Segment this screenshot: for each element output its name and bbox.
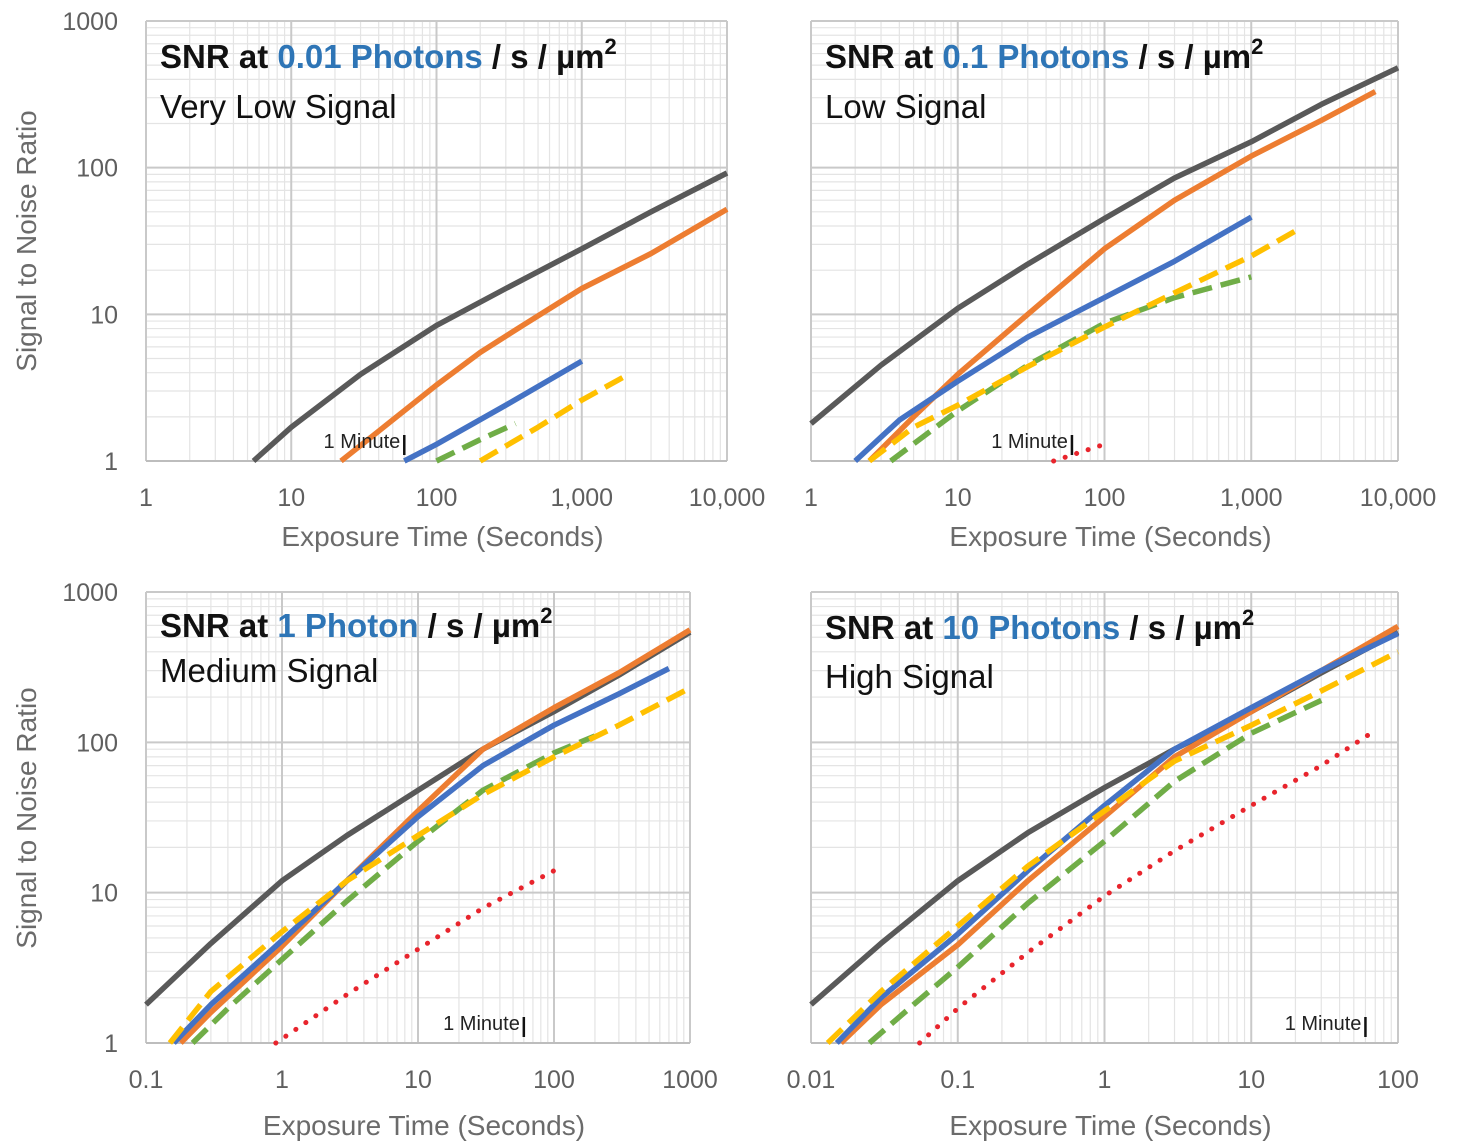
title-superscript: 2 [540, 603, 552, 628]
title-prefix: SNR at [825, 609, 942, 646]
y-tick-label: 100 [76, 155, 118, 183]
series-line-6 [1051, 441, 1107, 464]
title-suffix: / s / µm [1120, 609, 1242, 646]
major-gridlines [145, 591, 691, 1044]
y-tick-label: 1000 [62, 8, 118, 36]
series-line-3 [171, 666, 671, 1045]
series-line-4 [190, 733, 596, 1045]
chart-panel-2: 1 Minute 1 10 100 1,000 10,000 Exposure Time (… [804, 20, 1436, 552]
x-tick-label: 1 [275, 1066, 289, 1094]
x-tick-label: 100 [416, 484, 458, 512]
x-tick-label: 10 [1237, 1066, 1265, 1094]
series-group [809, 624, 1400, 1046]
title-suffix: / s / µm [483, 38, 605, 75]
x-tick-label: 1000 [662, 1066, 718, 1094]
x-tick-label: 1 [1098, 1066, 1112, 1094]
x-tick-label: 0.1 [940, 1066, 975, 1094]
series-line-3 [834, 631, 1400, 1045]
series-group [144, 627, 692, 1046]
series-line-1 [251, 170, 729, 464]
panel-subtitle: Very Low Signal [160, 88, 397, 125]
panel-subtitle: Medium Signal [160, 652, 378, 689]
title-suffix: / s / µm [419, 607, 541, 644]
one-minute-label: 1 Minute [324, 431, 401, 453]
y-axis-label: Signal to Noise Ratio [11, 110, 42, 371]
series-line-3 [403, 358, 584, 464]
series-line-3 [853, 214, 1253, 464]
x-tick-label: 1 [804, 484, 818, 512]
series-line-4 [435, 421, 517, 464]
series-line-4 [889, 274, 1253, 464]
x-tick-label: 1,000 [1220, 484, 1283, 512]
panel-title: SNR at 1 Photon / s / µm2 [160, 603, 553, 644]
title-prefix: SNR at [825, 38, 942, 75]
series-line-6 [917, 727, 1378, 1046]
panel-subtitle: High Signal [825, 658, 994, 695]
panel-title: SNR at 10 Photons / s / µm2 [825, 605, 1254, 646]
x-tick-label: 0.1 [129, 1066, 164, 1094]
x-tick-label: 10,000 [689, 484, 765, 512]
series-line-5 [867, 228, 1297, 464]
y-axis-label: Signal to Noise Ratio [11, 687, 42, 948]
title-prefix: SNR at [160, 38, 277, 75]
series-group [251, 170, 729, 464]
y-tick-label: 100 [76, 729, 118, 757]
chart-panel-1: 1 Minute 1 10 100 1000 1 10 100 1,000 10,000 Expos… [11, 8, 765, 552]
title-superscript: 2 [1242, 605, 1254, 630]
series-group [809, 65, 1400, 464]
panel-title: SNR at 0.01 Photons / s / µm2 [160, 34, 617, 75]
one-minute-label: 1 Minute [1285, 1013, 1362, 1035]
panel-subtitle: Low Signal [825, 88, 986, 125]
title-suffix: / s / µm [1129, 38, 1251, 75]
x-tick-label: 1,000 [550, 484, 613, 512]
x-tick-label: 10 [404, 1066, 432, 1094]
x-tick-label: 10 [277, 484, 305, 512]
x-tick-label: 0.01 [787, 1066, 836, 1094]
one-minute-label: 1 Minute [443, 1013, 520, 1035]
title-photon-rate: 0.01 Photons [277, 38, 482, 75]
x-tick-label: 100 [533, 1066, 575, 1094]
y-tick-label: 1 [104, 448, 118, 476]
series-line-5 [167, 685, 692, 1045]
x-axis-label: Exposure Time (Seconds) [949, 521, 1271, 552]
y-tick-label: 1 [104, 1030, 118, 1058]
x-tick-label: 100 [1084, 484, 1126, 512]
series-line-2 [867, 89, 1377, 463]
series-line-5 [825, 649, 1400, 1045]
title-photon-rate: 1 Photon [277, 607, 418, 644]
series-line-2 [178, 627, 692, 1045]
series-line-6 [273, 868, 557, 1046]
chart-panel-4: 1 Minute 0.01 0.1 1 10 100 Exposure Time (Seco… [787, 591, 1419, 1141]
x-axis-label: Exposure Time (Seconds) [281, 521, 603, 552]
y-tick-label: 1000 [62, 579, 118, 607]
y-tick-label: 10 [90, 301, 118, 329]
title-superscript: 2 [1251, 34, 1263, 59]
y-tick-label: 10 [90, 880, 118, 908]
panel-title: SNR at 0.1 Photons / s / µm2 [825, 34, 1263, 75]
x-tick-label: 10,000 [1360, 484, 1436, 512]
x-axis-label: Exposure Time (Seconds) [949, 1110, 1271, 1141]
title-photon-rate: 10 Photons [942, 609, 1120, 646]
one-minute-label: 1 Minute [991, 431, 1068, 453]
series-line-1 [809, 65, 1400, 426]
x-tick-label: 10 [944, 484, 972, 512]
chart-panel-3: 1 Minute 1 10 100 1000 0.1 1 10 100 1000 Exposure … [11, 579, 718, 1141]
series-line-5 [478, 373, 627, 464]
series-line-2 [339, 206, 729, 464]
title-prefix: SNR at [160, 607, 277, 644]
series-line-4 [867, 697, 1323, 1046]
x-tick-label: 1 [139, 484, 153, 512]
x-tick-label: 100 [1377, 1066, 1419, 1094]
title-photon-rate: 0.1 Photons [942, 38, 1129, 75]
x-axis-label: Exposure Time (Seconds) [263, 1110, 585, 1141]
title-superscript: 2 [604, 34, 616, 59]
